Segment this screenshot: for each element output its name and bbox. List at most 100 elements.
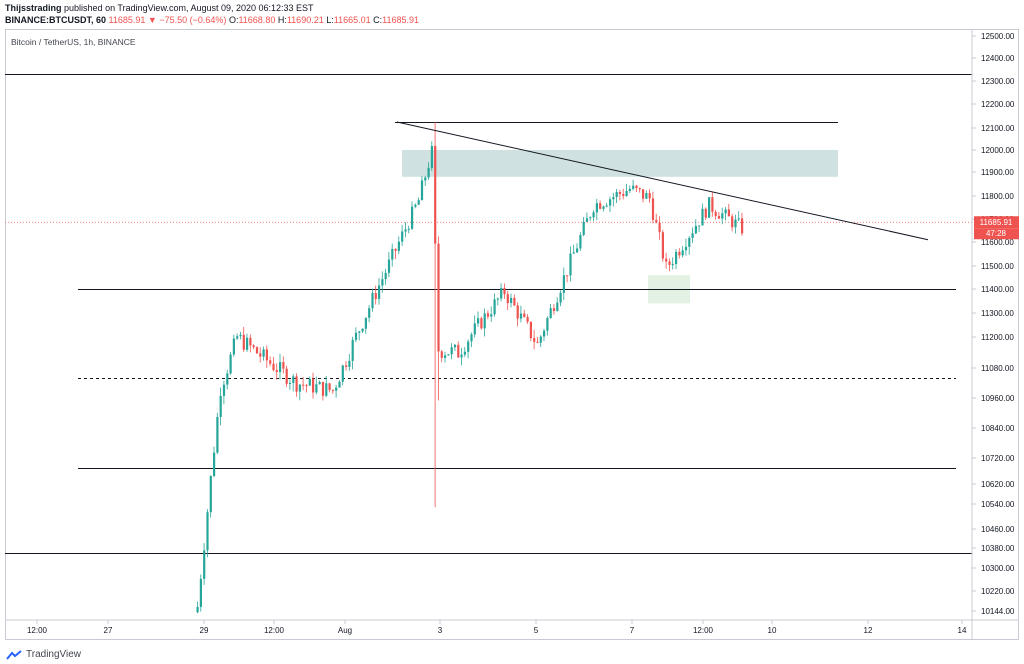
x-tick-label: 5 (534, 626, 539, 635)
y-tick-label: 10220.00 (981, 587, 1015, 596)
price-change: −75.50 (−0.64%) (159, 15, 227, 25)
candle-89 (407, 225, 410, 234)
candle-146 (595, 198, 598, 220)
candle-40 (246, 333, 249, 352)
candle-108 (470, 332, 473, 348)
candle-65 (328, 382, 331, 393)
candle-178 (701, 203, 704, 226)
candle-139 (572, 244, 575, 254)
y-tick-label: 11500.00 (981, 262, 1014, 271)
candle-160 (642, 189, 645, 203)
close-value: 11685.91 (382, 15, 420, 25)
candle-81 (381, 271, 384, 293)
high-value: 11690.21 (286, 15, 324, 25)
y-tick-label: 11600.00 (981, 238, 1014, 247)
candle-135 (559, 290, 562, 307)
candle-45 (262, 346, 265, 361)
low-label: L: (326, 15, 334, 25)
candle-94 (424, 175, 427, 187)
candle-144 (589, 216, 592, 221)
candle-29 (209, 475, 212, 518)
candle-53 (288, 379, 292, 390)
candle-30 (213, 446, 216, 478)
candle-174 (688, 235, 691, 255)
y-tick-label: 11800.00 (981, 192, 1014, 201)
candle-122 (516, 302, 519, 327)
candle-175 (691, 227, 694, 244)
candle-126 (529, 321, 532, 342)
candle-33 (222, 380, 226, 405)
candle-57 (302, 377, 305, 391)
x-tick-label: 10 (768, 626, 777, 635)
candle-136 (562, 267, 565, 301)
candle-131 (546, 316, 549, 336)
candle-26 (199, 574, 202, 612)
chart-title: Bitcoin / TetherUS, 1h, BINANCE (11, 37, 136, 47)
candle-152 (615, 189, 618, 204)
candle-28 (206, 509, 209, 558)
trendline[interactable] (396, 121, 929, 241)
candle-63 (321, 381, 325, 401)
candle-54 (292, 374, 295, 392)
candle-103 (453, 343, 457, 351)
candle-47 (269, 356, 272, 367)
low-value: 11665.01 (333, 15, 371, 25)
candle-82 (384, 268, 387, 285)
published-text: published on TradingView.com, August 09,… (64, 3, 314, 13)
y-tick-label: 11200.00 (981, 333, 1014, 342)
candle-76 (364, 317, 367, 334)
candle-91 (414, 203, 417, 209)
candle-43 (255, 346, 259, 354)
y-tick-label: 10460.00 (981, 525, 1015, 534)
candle-79 (374, 285, 377, 305)
candle-48 (272, 357, 275, 372)
y-tick-label: 11900.00 (981, 168, 1014, 177)
candle-39 (242, 327, 245, 352)
candle-55 (295, 373, 298, 397)
candle-120 (510, 293, 513, 308)
author-name[interactable]: Thijsstrading (5, 3, 62, 13)
candle-125 (526, 314, 529, 324)
y-tick-label: 12400.00 (981, 54, 1015, 63)
y-tick-label: 12200.00 (981, 100, 1015, 109)
candle-171 (678, 248, 681, 259)
candle-148 (602, 205, 605, 212)
candle-66 (331, 389, 334, 394)
candle-186 (727, 203, 730, 217)
x-tick-label: 12:00 (264, 626, 285, 635)
candle-42 (252, 344, 255, 350)
candle-132 (549, 304, 552, 319)
trendline-layer[interactable] (396, 121, 929, 241)
candle-172 (681, 245, 684, 258)
candle-36 (232, 334, 235, 357)
candle-143 (585, 212, 589, 223)
y-tick-label: 12500.00 (981, 32, 1015, 41)
candle-162 (648, 189, 651, 203)
candle-68 (338, 380, 341, 388)
candle-97 (434, 122, 437, 508)
candle-116 (496, 297, 499, 306)
candle-95 (427, 162, 430, 181)
candle-112 (483, 308, 486, 337)
tradingview-logo[interactable]: TradingView (6, 649, 81, 660)
candle-151 (612, 192, 615, 207)
candle-92 (417, 197, 420, 205)
x-tick-label: 12:00 (693, 626, 714, 635)
candle-157 (632, 179, 635, 191)
candle-109 (473, 315, 476, 338)
candle-110 (477, 311, 480, 327)
candle-119 (506, 290, 509, 310)
candle-134 (556, 297, 559, 312)
x-tick-label: 14 (958, 626, 967, 635)
candle-130 (543, 328, 546, 342)
candle-37 (236, 333, 239, 340)
x-tick-label: 7 (630, 626, 635, 635)
candle-163 (651, 191, 655, 224)
candle-83 (387, 251, 391, 278)
candle-133 (552, 304, 556, 315)
candle-60 (312, 372, 315, 399)
zone-resistance[interactable] (402, 150, 838, 177)
candle-138 (569, 246, 572, 282)
candle-56 (298, 383, 301, 401)
